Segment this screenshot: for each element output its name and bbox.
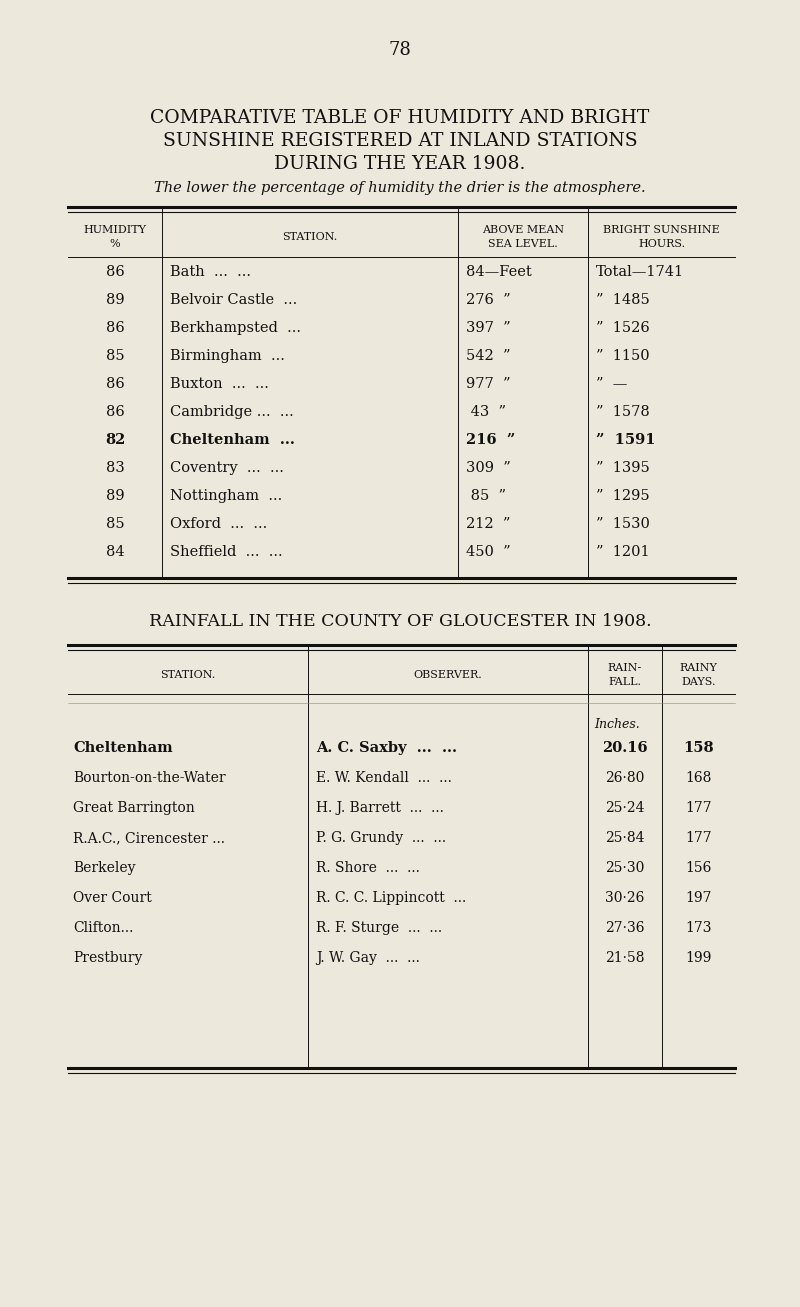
Text: 20.16: 20.16 xyxy=(602,741,648,755)
Text: R. Shore  ...  ...: R. Shore ... ... xyxy=(316,861,420,874)
Text: 276  ”: 276 ” xyxy=(466,293,510,307)
Text: ”  —: ” — xyxy=(596,376,627,391)
Text: 27·36: 27·36 xyxy=(606,921,645,935)
Text: ”  1526: ” 1526 xyxy=(596,322,650,335)
Text: Clifton...: Clifton... xyxy=(73,921,134,935)
Text: 86: 86 xyxy=(106,322,124,335)
Text: Cheltenham  ...: Cheltenham ... xyxy=(170,433,295,447)
Text: R. C. C. Lippincott  ...: R. C. C. Lippincott ... xyxy=(316,891,466,904)
Text: 30·26: 30·26 xyxy=(606,891,645,904)
Text: Sheffield  ...  ...: Sheffield ... ... xyxy=(170,545,282,559)
Text: 212  ”: 212 ” xyxy=(466,518,510,531)
Text: J. W. Gay  ...  ...: J. W. Gay ... ... xyxy=(316,951,420,965)
Text: ”  1150: ” 1150 xyxy=(596,349,650,363)
Text: A. C. Saxby  ...  ...: A. C. Saxby ... ... xyxy=(316,741,457,755)
Text: ”  1578: ” 1578 xyxy=(596,405,650,420)
Text: 199: 199 xyxy=(686,951,712,965)
Text: STATION.: STATION. xyxy=(160,670,216,680)
Text: ”  1530: ” 1530 xyxy=(596,518,650,531)
Text: Cambridge ...  ...: Cambridge ... ... xyxy=(170,405,294,420)
Text: 78: 78 xyxy=(389,41,411,59)
Text: 977  ”: 977 ” xyxy=(466,376,510,391)
Text: E. W. Kendall  ...  ...: E. W. Kendall ... ... xyxy=(316,771,452,786)
Text: OBSERVER.: OBSERVER. xyxy=(414,670,482,680)
Text: Berkhampsted  ...: Berkhampsted ... xyxy=(170,322,301,335)
Text: STATION.: STATION. xyxy=(282,233,338,242)
Text: ”  1395: ” 1395 xyxy=(596,461,650,474)
Text: Buxton  ...  ...: Buxton ... ... xyxy=(170,376,269,391)
Text: 83: 83 xyxy=(106,461,124,474)
Text: Nottingham  ...: Nottingham ... xyxy=(170,489,282,503)
Text: 197: 197 xyxy=(686,891,712,904)
Text: Coventry  ...  ...: Coventry ... ... xyxy=(170,461,284,474)
Text: The lower the percentage of humidity the drier is the atmosphere.: The lower the percentage of humidity the… xyxy=(154,180,646,195)
Text: 85  ”: 85 ” xyxy=(466,489,506,503)
Text: 89: 89 xyxy=(106,293,124,307)
Text: DURING THE YEAR 1908.: DURING THE YEAR 1908. xyxy=(274,156,526,173)
Text: 177: 177 xyxy=(685,801,712,816)
Text: 158: 158 xyxy=(683,741,714,755)
Text: 82: 82 xyxy=(105,433,125,447)
Text: 450  ”: 450 ” xyxy=(466,545,510,559)
Text: Prestbury: Prestbury xyxy=(73,951,142,965)
Text: 25·24: 25·24 xyxy=(606,801,645,816)
Text: 397  ”: 397 ” xyxy=(466,322,510,335)
Text: 542  ”: 542 ” xyxy=(466,349,510,363)
Text: 168: 168 xyxy=(686,771,712,786)
Text: Total—1741: Total—1741 xyxy=(596,265,684,278)
Text: 86: 86 xyxy=(106,376,124,391)
Text: Great Barrington: Great Barrington xyxy=(73,801,194,816)
Text: 25·30: 25·30 xyxy=(606,861,645,874)
Text: Bourton-on-the-Water: Bourton-on-the-Water xyxy=(73,771,226,786)
Text: 86: 86 xyxy=(106,405,124,420)
Text: Birmingham  ...: Birmingham ... xyxy=(170,349,285,363)
Text: 84: 84 xyxy=(106,545,124,559)
Text: R.A.C., Cirencester ...: R.A.C., Cirencester ... xyxy=(73,831,225,846)
Text: 86: 86 xyxy=(106,265,124,278)
Text: HUMIDITY
%: HUMIDITY % xyxy=(83,225,146,250)
Text: 85: 85 xyxy=(106,349,124,363)
Text: ABOVE MEAN
SEA LEVEL.: ABOVE MEAN SEA LEVEL. xyxy=(482,225,564,250)
Text: P. G. Grundy  ...  ...: P. G. Grundy ... ... xyxy=(316,831,446,846)
Text: 85: 85 xyxy=(106,518,124,531)
Text: 216  ”: 216 ” xyxy=(466,433,515,447)
Text: ”  1295: ” 1295 xyxy=(596,489,650,503)
Text: RAIN-
FALL.: RAIN- FALL. xyxy=(608,663,642,687)
Text: RAINFALL IN THE COUNTY OF GLOUCESTER IN 1908.: RAINFALL IN THE COUNTY OF GLOUCESTER IN … xyxy=(149,613,651,630)
Text: 309  ”: 309 ” xyxy=(466,461,510,474)
Text: 43  ”: 43 ” xyxy=(466,405,506,420)
Text: BRIGHT SUNSHINE
HOURS.: BRIGHT SUNSHINE HOURS. xyxy=(603,225,720,250)
Text: 173: 173 xyxy=(686,921,712,935)
Text: 177: 177 xyxy=(685,831,712,846)
Text: 156: 156 xyxy=(686,861,712,874)
Text: H. J. Barrett  ...  ...: H. J. Barrett ... ... xyxy=(316,801,444,816)
Text: 26·80: 26·80 xyxy=(606,771,645,786)
Text: 89: 89 xyxy=(106,489,124,503)
Text: 21·58: 21·58 xyxy=(606,951,645,965)
Text: Oxford  ...  ...: Oxford ... ... xyxy=(170,518,267,531)
Text: 84—Feet: 84—Feet xyxy=(466,265,532,278)
Text: 25·84: 25·84 xyxy=(606,831,645,846)
Text: ”  1591: ” 1591 xyxy=(596,433,655,447)
Text: Belvoir Castle  ...: Belvoir Castle ... xyxy=(170,293,298,307)
Text: ”  1485: ” 1485 xyxy=(596,293,650,307)
Text: COMPARATIVE TABLE OF HUMIDITY AND BRIGHT: COMPARATIVE TABLE OF HUMIDITY AND BRIGHT xyxy=(150,108,650,127)
Text: Over Court: Over Court xyxy=(73,891,152,904)
Text: ”  1201: ” 1201 xyxy=(596,545,650,559)
Text: R. F. Sturge  ...  ...: R. F. Sturge ... ... xyxy=(316,921,442,935)
Text: Bath  ...  ...: Bath ... ... xyxy=(170,265,251,278)
Text: SUNSHINE REGISTERED AT INLAND STATIONS: SUNSHINE REGISTERED AT INLAND STATIONS xyxy=(162,132,638,150)
Text: RAINY
DAYS.: RAINY DAYS. xyxy=(679,663,718,687)
Text: Inches.: Inches. xyxy=(594,718,640,731)
Text: Berkeley: Berkeley xyxy=(73,861,135,874)
Text: Cheltenham: Cheltenham xyxy=(73,741,173,755)
